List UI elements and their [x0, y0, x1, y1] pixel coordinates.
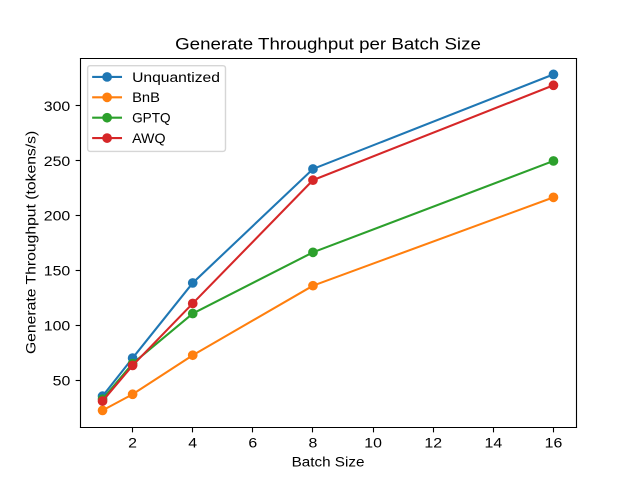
svg-text:AWQ: AWQ	[132, 130, 166, 146]
svg-text:BnB: BnB	[132, 89, 160, 105]
svg-text:200: 200	[44, 208, 71, 224]
svg-text:Batch Size: Batch Size	[292, 453, 365, 469]
svg-text:250: 250	[44, 153, 71, 169]
svg-text:6: 6	[248, 434, 257, 450]
svg-text:GPTQ: GPTQ	[132, 110, 171, 126]
svg-text:2: 2	[128, 434, 137, 450]
svg-text:100: 100	[44, 317, 71, 333]
svg-text:10: 10	[364, 434, 382, 450]
svg-text:150: 150	[44, 263, 71, 279]
svg-text:Generate Throughput per Batch: Generate Throughput per Batch Size	[175, 34, 481, 53]
svg-text:8: 8	[309, 434, 318, 450]
svg-text:16: 16	[545, 434, 563, 450]
svg-text:4: 4	[188, 434, 197, 450]
svg-text:Generate Throughput (tokens/s): Generate Throughput (tokens/s)	[22, 131, 38, 354]
svg-text:Unquantized: Unquantized	[132, 69, 220, 85]
svg-text:50: 50	[53, 372, 71, 388]
svg-text:12: 12	[424, 434, 442, 450]
svg-text:300: 300	[44, 98, 71, 114]
svg-text:14: 14	[485, 434, 503, 450]
